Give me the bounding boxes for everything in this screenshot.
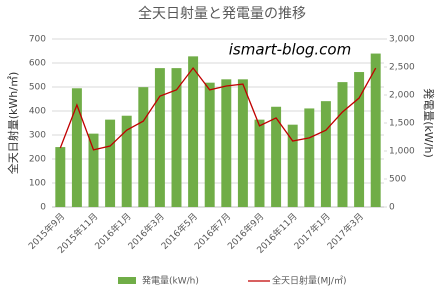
y-tick-label: 600 (29, 59, 46, 69)
bar (287, 124, 298, 207)
y-tick-label: 100 (29, 179, 46, 189)
y2-tick-label: 2,500 (389, 63, 415, 73)
bar (271, 106, 282, 207)
y-tick-label: 0 (40, 203, 46, 213)
x-tick-label: 2017年3月 (325, 210, 366, 251)
bar (204, 82, 215, 207)
line (59, 66, 377, 151)
y2-axis-label: 発電量(kW/h) (422, 88, 436, 158)
bar (304, 108, 315, 207)
bar (88, 133, 99, 207)
bar (237, 79, 248, 207)
legend-swatch (118, 277, 136, 284)
bar (370, 53, 381, 208)
chart-title: 全天日射量と発電量の推移 (138, 5, 306, 22)
y2-tick-label: 0 (389, 203, 395, 213)
legend-label: 発電量(kW/h) (142, 275, 199, 287)
y2-tick-label: 500 (389, 175, 406, 185)
y-tick-label: 700 (29, 35, 46, 45)
legend-label: 全天日射量(MJ/㎡) (272, 275, 346, 287)
bar (171, 68, 182, 208)
annotation: ismart-blog.com (229, 41, 351, 59)
bar (221, 79, 232, 207)
y2-tick-label: 3,000 (389, 35, 415, 45)
bar (121, 115, 132, 207)
y-tick-label: 500 (29, 83, 46, 93)
y2-tick-label: 1,000 (389, 147, 415, 157)
y2-tick-label: 2,000 (389, 91, 415, 101)
bar (55, 147, 66, 207)
bar (138, 87, 149, 207)
y-axis-label: 全天日射量(kWh/㎡) (6, 72, 20, 175)
bar (254, 119, 265, 207)
bar (71, 88, 82, 207)
bar (354, 72, 365, 207)
bar (188, 56, 199, 207)
y-tick-label: 200 (29, 155, 46, 165)
bar (337, 82, 348, 207)
y-tick-label: 300 (29, 131, 46, 141)
y-tick-label: 400 (29, 107, 46, 117)
y2-tick-label: 1,500 (389, 119, 415, 129)
bar (320, 101, 331, 207)
bar (154, 68, 165, 208)
bar (105, 119, 116, 207)
